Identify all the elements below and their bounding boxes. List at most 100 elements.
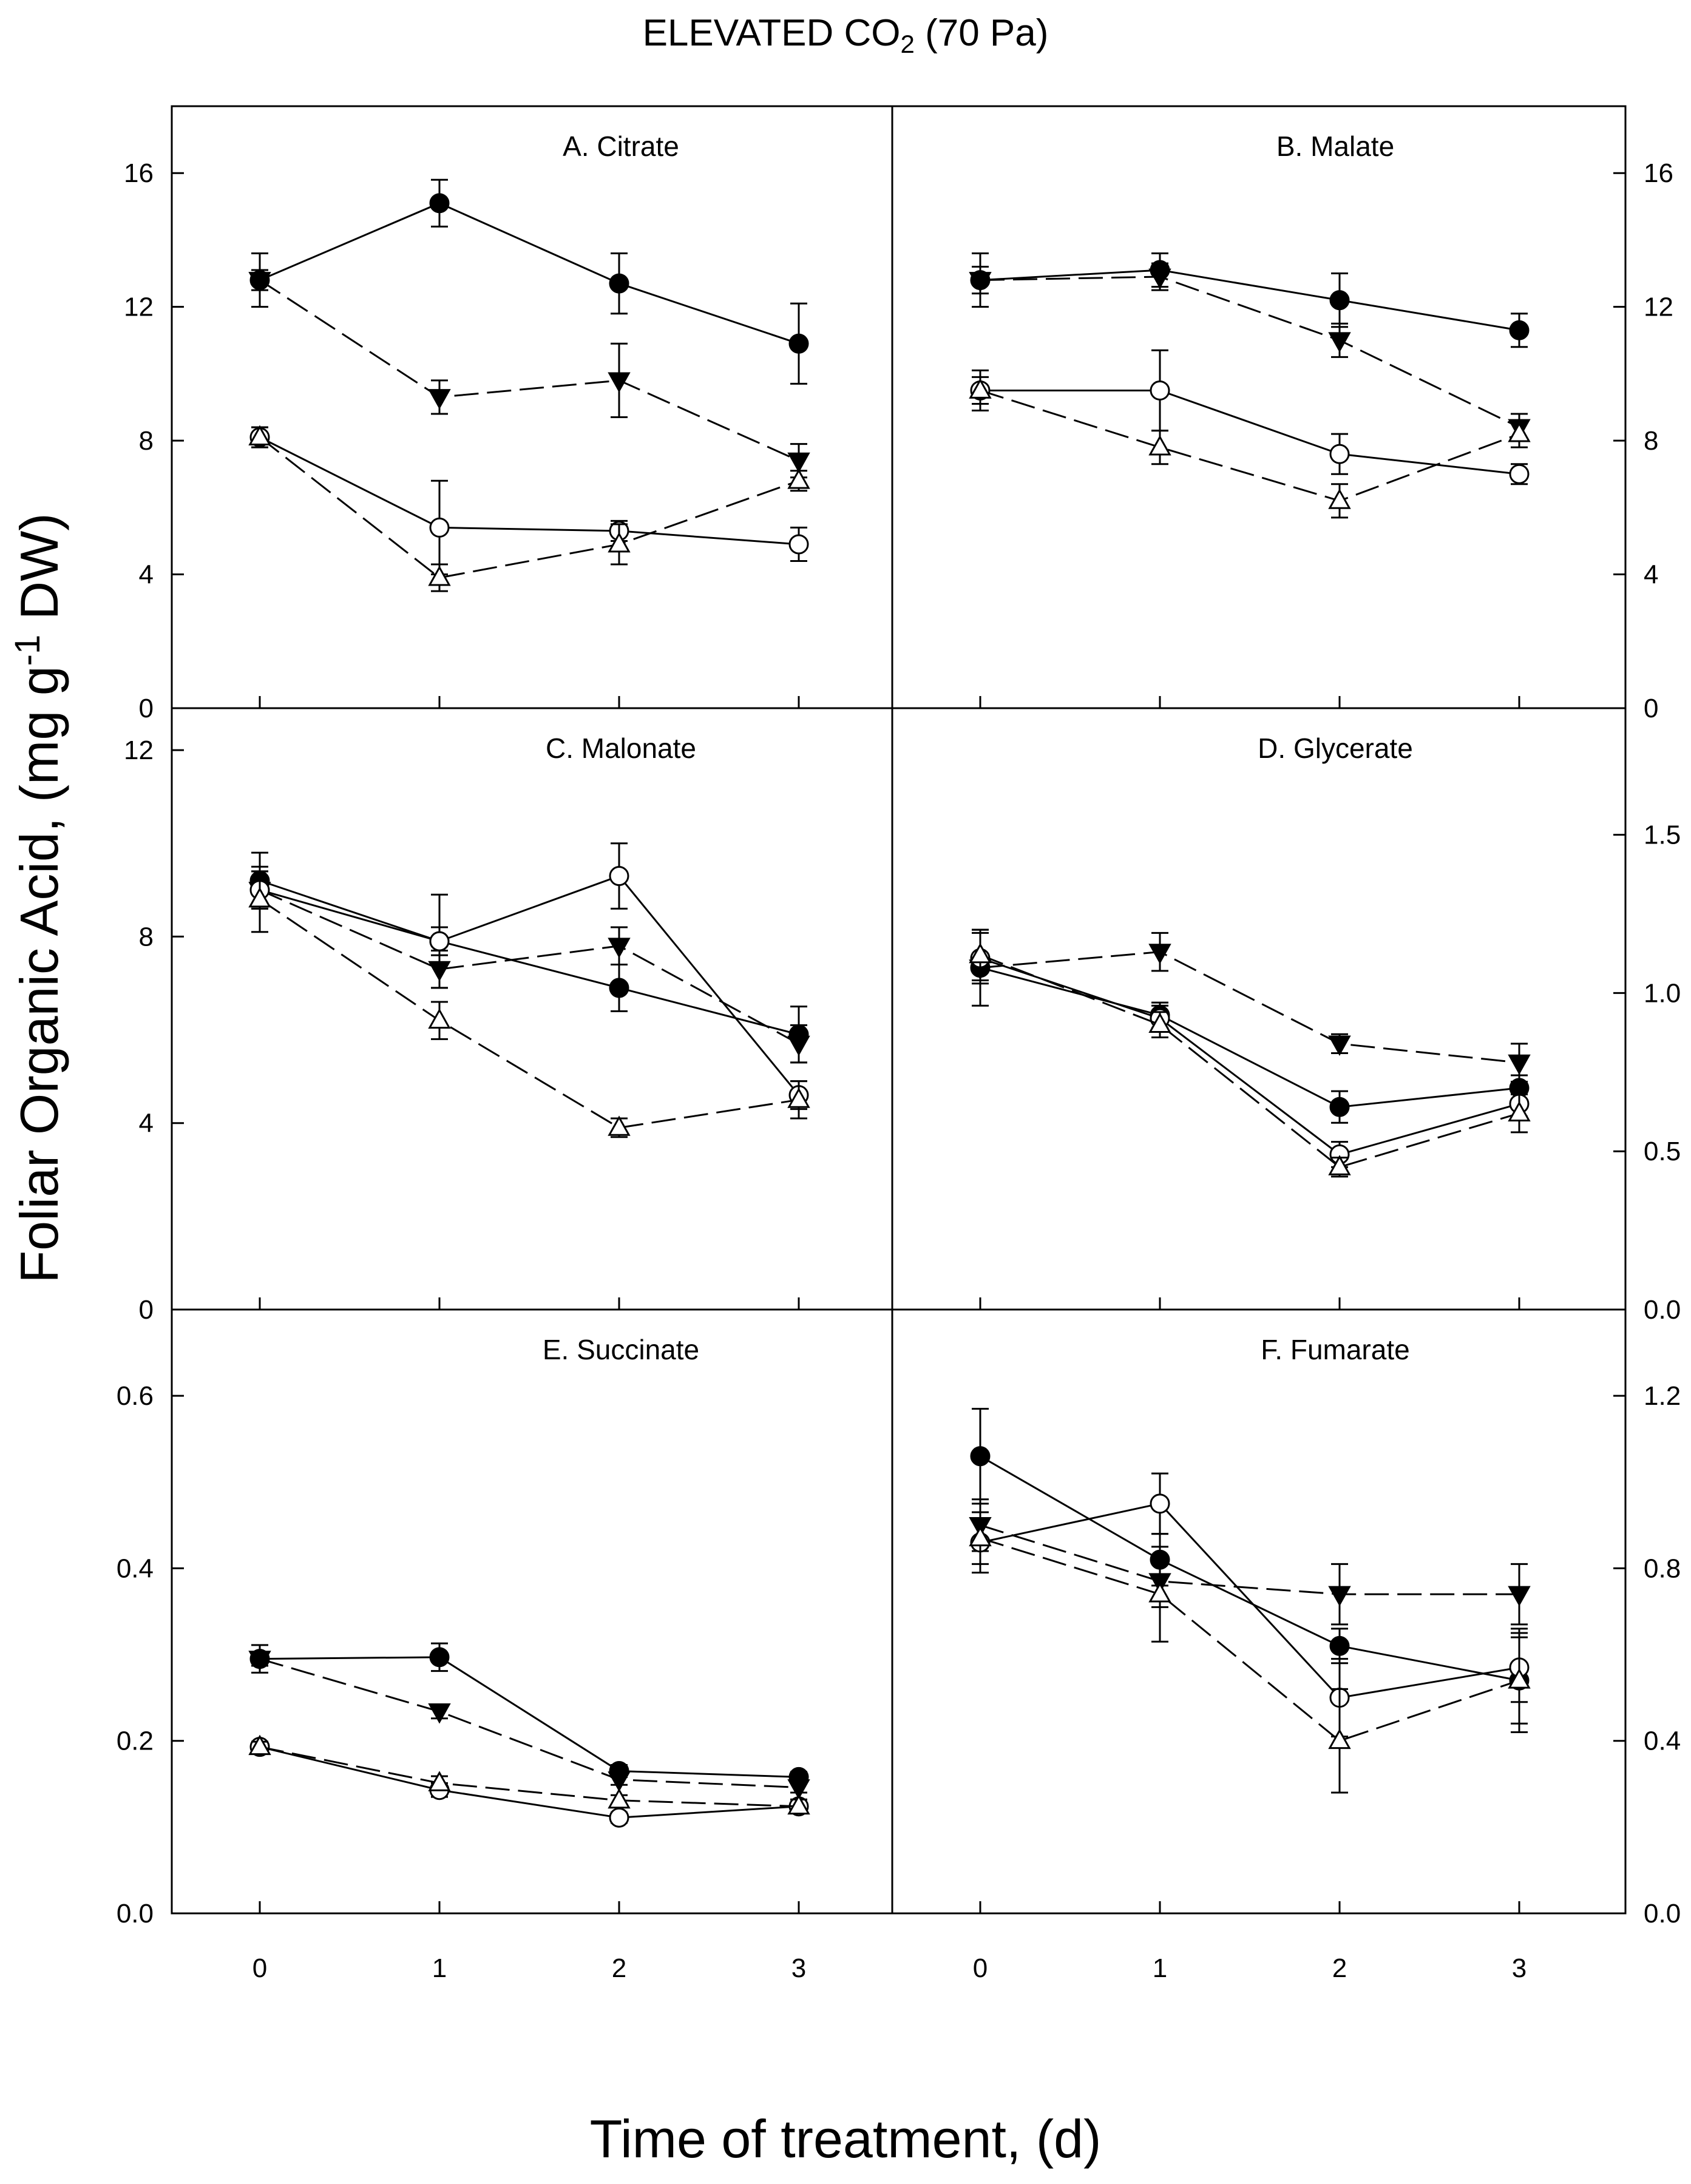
y-tick-label: 4 xyxy=(139,560,154,590)
series-open-circle xyxy=(970,931,1530,1168)
series-open-circle xyxy=(249,426,809,576)
data-point xyxy=(1508,1054,1531,1075)
data-point xyxy=(609,978,629,998)
figure-title: ELEVATED CO2 (70 Pa) xyxy=(643,12,1049,58)
data-point xyxy=(969,378,992,399)
panel-title-b: B. Malate xyxy=(1276,130,1394,162)
y-tick-label: 0 xyxy=(1644,694,1658,723)
data-point xyxy=(1148,1581,1171,1603)
series-open-circle xyxy=(249,842,809,1111)
data-point xyxy=(1148,268,1171,289)
y-tick-label: 1.2 xyxy=(1644,1381,1681,1411)
panel-title-d: D. Glycerate xyxy=(1258,732,1413,764)
series-line xyxy=(259,898,799,1129)
series-line xyxy=(259,1658,799,1788)
data-point xyxy=(428,1771,451,1791)
series-open-triangle-up xyxy=(969,376,1531,519)
series-line xyxy=(980,276,1520,428)
y-tick-label: 0.5 xyxy=(1644,1137,1681,1166)
x-axis-label: Time of treatment, (d) xyxy=(590,2109,1102,2169)
series-line xyxy=(259,1746,799,1819)
y-axis-label-superscript: -1 xyxy=(8,635,47,666)
y-tick-label: 4 xyxy=(1644,560,1658,590)
data-point xyxy=(1150,380,1170,401)
y-tick-label: 8 xyxy=(1644,426,1658,456)
x-tick-label: 0 xyxy=(973,1953,988,1983)
figure-title-tail: (70 Pa) xyxy=(915,12,1049,54)
y-tick-label: 0.6 xyxy=(117,1381,154,1411)
y-axis-label: Foliar Organic Acid, (mg g-1 DW) xyxy=(8,513,69,1283)
y-tick-label: 0 xyxy=(139,1295,154,1325)
x-tick-label: 1 xyxy=(432,1953,447,1983)
series-line xyxy=(259,1656,799,1778)
series-filled-circle xyxy=(249,851,809,1064)
data-point xyxy=(428,1008,451,1029)
data-point xyxy=(1329,1635,1350,1656)
panel-d: D. Glycerate 0.0 0.5 1.0 1.5 xyxy=(969,732,1681,1325)
x-tick-label: 1 xyxy=(1153,1953,1167,1983)
series-open-triangle-up xyxy=(248,1734,810,1815)
data-point xyxy=(969,942,992,964)
series-line xyxy=(259,202,799,345)
series-line xyxy=(980,951,1520,1064)
data-point xyxy=(429,931,450,952)
data-point xyxy=(1509,320,1530,340)
data-point xyxy=(608,1115,631,1136)
data-point xyxy=(248,887,271,908)
data-point xyxy=(1328,1728,1351,1750)
series-line xyxy=(980,269,1520,331)
panel-title-f: F. Fumarate xyxy=(1261,1334,1409,1365)
data-point xyxy=(787,1794,810,1815)
data-point xyxy=(1329,444,1350,464)
series-filled-triangle-down xyxy=(248,1651,810,1800)
data-point xyxy=(1329,1097,1350,1117)
series-line xyxy=(259,1746,799,1808)
series-filled-circle xyxy=(970,252,1530,348)
panel-title-c: C. Malonate xyxy=(546,732,696,764)
x-tick-label: 0 xyxy=(252,1953,267,1983)
data-point xyxy=(787,468,810,489)
series-open-circle xyxy=(249,1737,809,1828)
data-point xyxy=(1148,1012,1171,1033)
series-filled-triangle-down xyxy=(969,262,1531,442)
y-tick-label: 1.5 xyxy=(1644,820,1681,850)
series-line xyxy=(259,436,799,546)
y-tick-label: 0.8 xyxy=(1644,1553,1681,1583)
data-point xyxy=(970,1446,991,1467)
data-point xyxy=(1508,1101,1531,1122)
y-tick-label: 1.0 xyxy=(1644,978,1681,1008)
series-open-triangle-up xyxy=(969,1511,1531,1794)
data-point xyxy=(1509,464,1530,484)
y-tick-label: 16 xyxy=(124,158,154,188)
y-tick-label: 12 xyxy=(1644,292,1673,322)
panel-c: C. Malonate 0 4 8 12 xyxy=(124,732,810,1325)
panel-title-e: E. Succinate xyxy=(543,1334,699,1365)
data-point xyxy=(609,866,629,887)
panel-b: B. Malate 0 4 8 12 16 xyxy=(969,130,1673,723)
y-tick-label: 0.4 xyxy=(1644,1726,1681,1756)
series-open-triangle-up xyxy=(248,865,810,1138)
data-point xyxy=(787,452,810,473)
series-line xyxy=(980,954,1520,1168)
data-point xyxy=(1328,1155,1351,1175)
series-filled-triangle-down xyxy=(248,269,810,479)
series-filled-circle xyxy=(249,178,809,385)
series-line xyxy=(259,279,799,462)
data-point xyxy=(1328,489,1351,509)
data-point xyxy=(248,1651,271,1671)
y-tick-label: 4 xyxy=(139,1109,154,1138)
data-point xyxy=(608,1771,631,1792)
series-filled-circle xyxy=(970,928,1530,1124)
y-tick-label: 12 xyxy=(124,735,154,765)
y-tick-label: 0.0 xyxy=(117,1899,154,1929)
figure-title-subscript: 2 xyxy=(901,30,915,58)
y-tick-label: 0.0 xyxy=(1644,1899,1681,1929)
data-point xyxy=(787,1035,810,1057)
data-point xyxy=(1148,435,1171,456)
data-point xyxy=(429,517,450,538)
data-point xyxy=(428,565,451,586)
data-point xyxy=(1148,944,1171,964)
x-tick-label: 2 xyxy=(1332,1953,1347,1983)
series-open-triangle-up xyxy=(248,425,810,592)
